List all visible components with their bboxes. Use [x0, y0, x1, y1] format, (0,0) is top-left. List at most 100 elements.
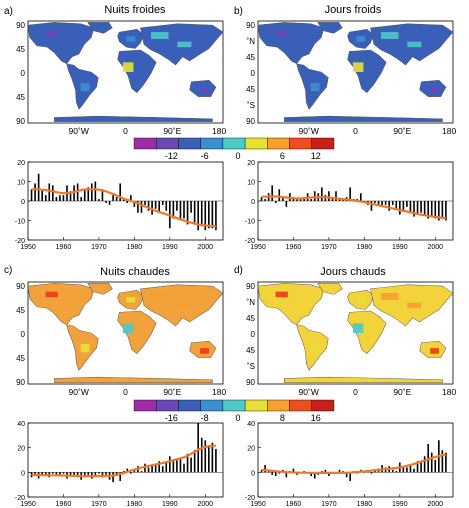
lon-label: 90˚W [69, 126, 89, 136]
bar [73, 472, 75, 475]
x-tick-label: 1970 [91, 501, 107, 508]
lon-labels: 90˚W 0 90˚E 180 [299, 387, 457, 397]
bar [186, 201, 189, 225]
colorbar-swatch [289, 137, 312, 150]
bar [310, 199, 312, 201]
bar [409, 464, 412, 473]
trend-chart-c: -20 0 20 40 1950 1960 1970 1980 1990 2000 [15, 421, 224, 508]
bar [193, 450, 196, 473]
trend-chart-d: -20 0 20 40 1950 1960 1970 1980 1990 2000 [245, 421, 454, 508]
lat-label: 45 [16, 306, 25, 315]
lon-labels: 90˚W 0 90˚E 180 [299, 126, 457, 136]
bar [144, 201, 146, 205]
x-tick-label: 1950 [250, 501, 266, 508]
map-panel-a: a) Nuits froides 90 45 0 45 90 90˚W 0 90˚E 180 [4, 4, 226, 136]
lon-label: 0 [353, 126, 358, 136]
lon-label: 90˚E [163, 387, 181, 397]
lon-label: 180 [442, 126, 456, 136]
trend-line [31, 444, 216, 478]
lon-label: 180 [442, 387, 456, 397]
map-panel-b: b) Jours froids 90 ˚N 45 0 45 ˚S 90 90˚W 0 90˚E 180 [234, 4, 456, 136]
bar [406, 467, 408, 473]
x-tick-label: 2000 [427, 244, 443, 251]
colorbar-swatch [200, 137, 224, 150]
bar [158, 461, 160, 473]
y-tick-label: 10 [17, 180, 25, 187]
colorbar: -12 -6 0 6 12 [133, 137, 335, 161]
y-tick-label: -10 [245, 219, 255, 226]
colorbar-swatch [311, 137, 335, 150]
panel-label: a) [4, 6, 13, 17]
bar [310, 472, 312, 477]
bar [161, 466, 164, 473]
colorbar-swatch [133, 137, 157, 150]
colorbar-swatch [178, 399, 201, 412]
anomaly-patch [80, 344, 90, 353]
bar [204, 201, 207, 231]
bar [122, 199, 125, 201]
lat-label: 90 [16, 282, 25, 291]
trend-line [261, 195, 447, 220]
bar [193, 201, 196, 223]
bar [158, 201, 160, 213]
x-tick-label: 1970 [321, 244, 337, 251]
colorbar-swatch [222, 399, 246, 412]
lat-label: 90 [246, 378, 255, 387]
y-tick-label: -20 [245, 238, 255, 245]
bar [427, 201, 429, 219]
y-tick-label: 0 [251, 470, 255, 477]
bar [87, 472, 90, 475]
x-tick-label: 1980 [127, 501, 143, 508]
anomaly-patch [80, 83, 90, 92]
bar [94, 181, 97, 201]
bar [59, 195, 61, 201]
bar [321, 471, 323, 473]
colorbar-swatch [200, 399, 224, 412]
bar [313, 472, 316, 479]
bar [260, 469, 263, 473]
lon-label: 90˚W [69, 387, 89, 397]
x-tick-label: 1950 [250, 244, 266, 251]
bar [370, 472, 373, 474]
bar [260, 197, 263, 201]
bar [285, 201, 288, 207]
bar [48, 183, 51, 201]
bar [87, 187, 90, 201]
y-tick-label: -20 [15, 495, 25, 502]
lat-label: 45 [246, 346, 255, 355]
bar [197, 423, 199, 473]
colorbar-swatch [222, 137, 246, 150]
anomaly-patch [126, 36, 136, 42]
colorbar-swatch [244, 137, 268, 150]
lon-label: 0 [123, 387, 128, 397]
bar [413, 468, 415, 473]
bar [105, 472, 107, 475]
bar [119, 472, 121, 481]
bar [144, 463, 146, 473]
colorbar-swatch [178, 137, 201, 150]
x-tick-label: 1970 [321, 501, 337, 508]
lat-label: 90 [16, 378, 25, 387]
x-tick-label: 1960 [56, 244, 72, 251]
bar [264, 464, 266, 473]
bar [147, 467, 150, 473]
lon-label: 90˚E [393, 387, 411, 397]
bar [34, 472, 36, 475]
lat-label: 90 [246, 282, 255, 291]
anomaly-patch [45, 291, 58, 298]
bar [420, 201, 422, 213]
anomaly-patch [352, 62, 364, 72]
bar [69, 191, 72, 201]
bar [147, 201, 150, 211]
bar [137, 201, 139, 213]
bar [98, 199, 100, 201]
anomaly-patch [45, 30, 58, 37]
bar [44, 195, 47, 201]
bar [80, 197, 82, 201]
bar [154, 463, 157, 473]
bar [183, 463, 185, 473]
bar [406, 201, 408, 207]
bar [292, 468, 295, 473]
anomaly-patch [352, 323, 364, 333]
y-tick-label: 10 [247, 180, 255, 187]
